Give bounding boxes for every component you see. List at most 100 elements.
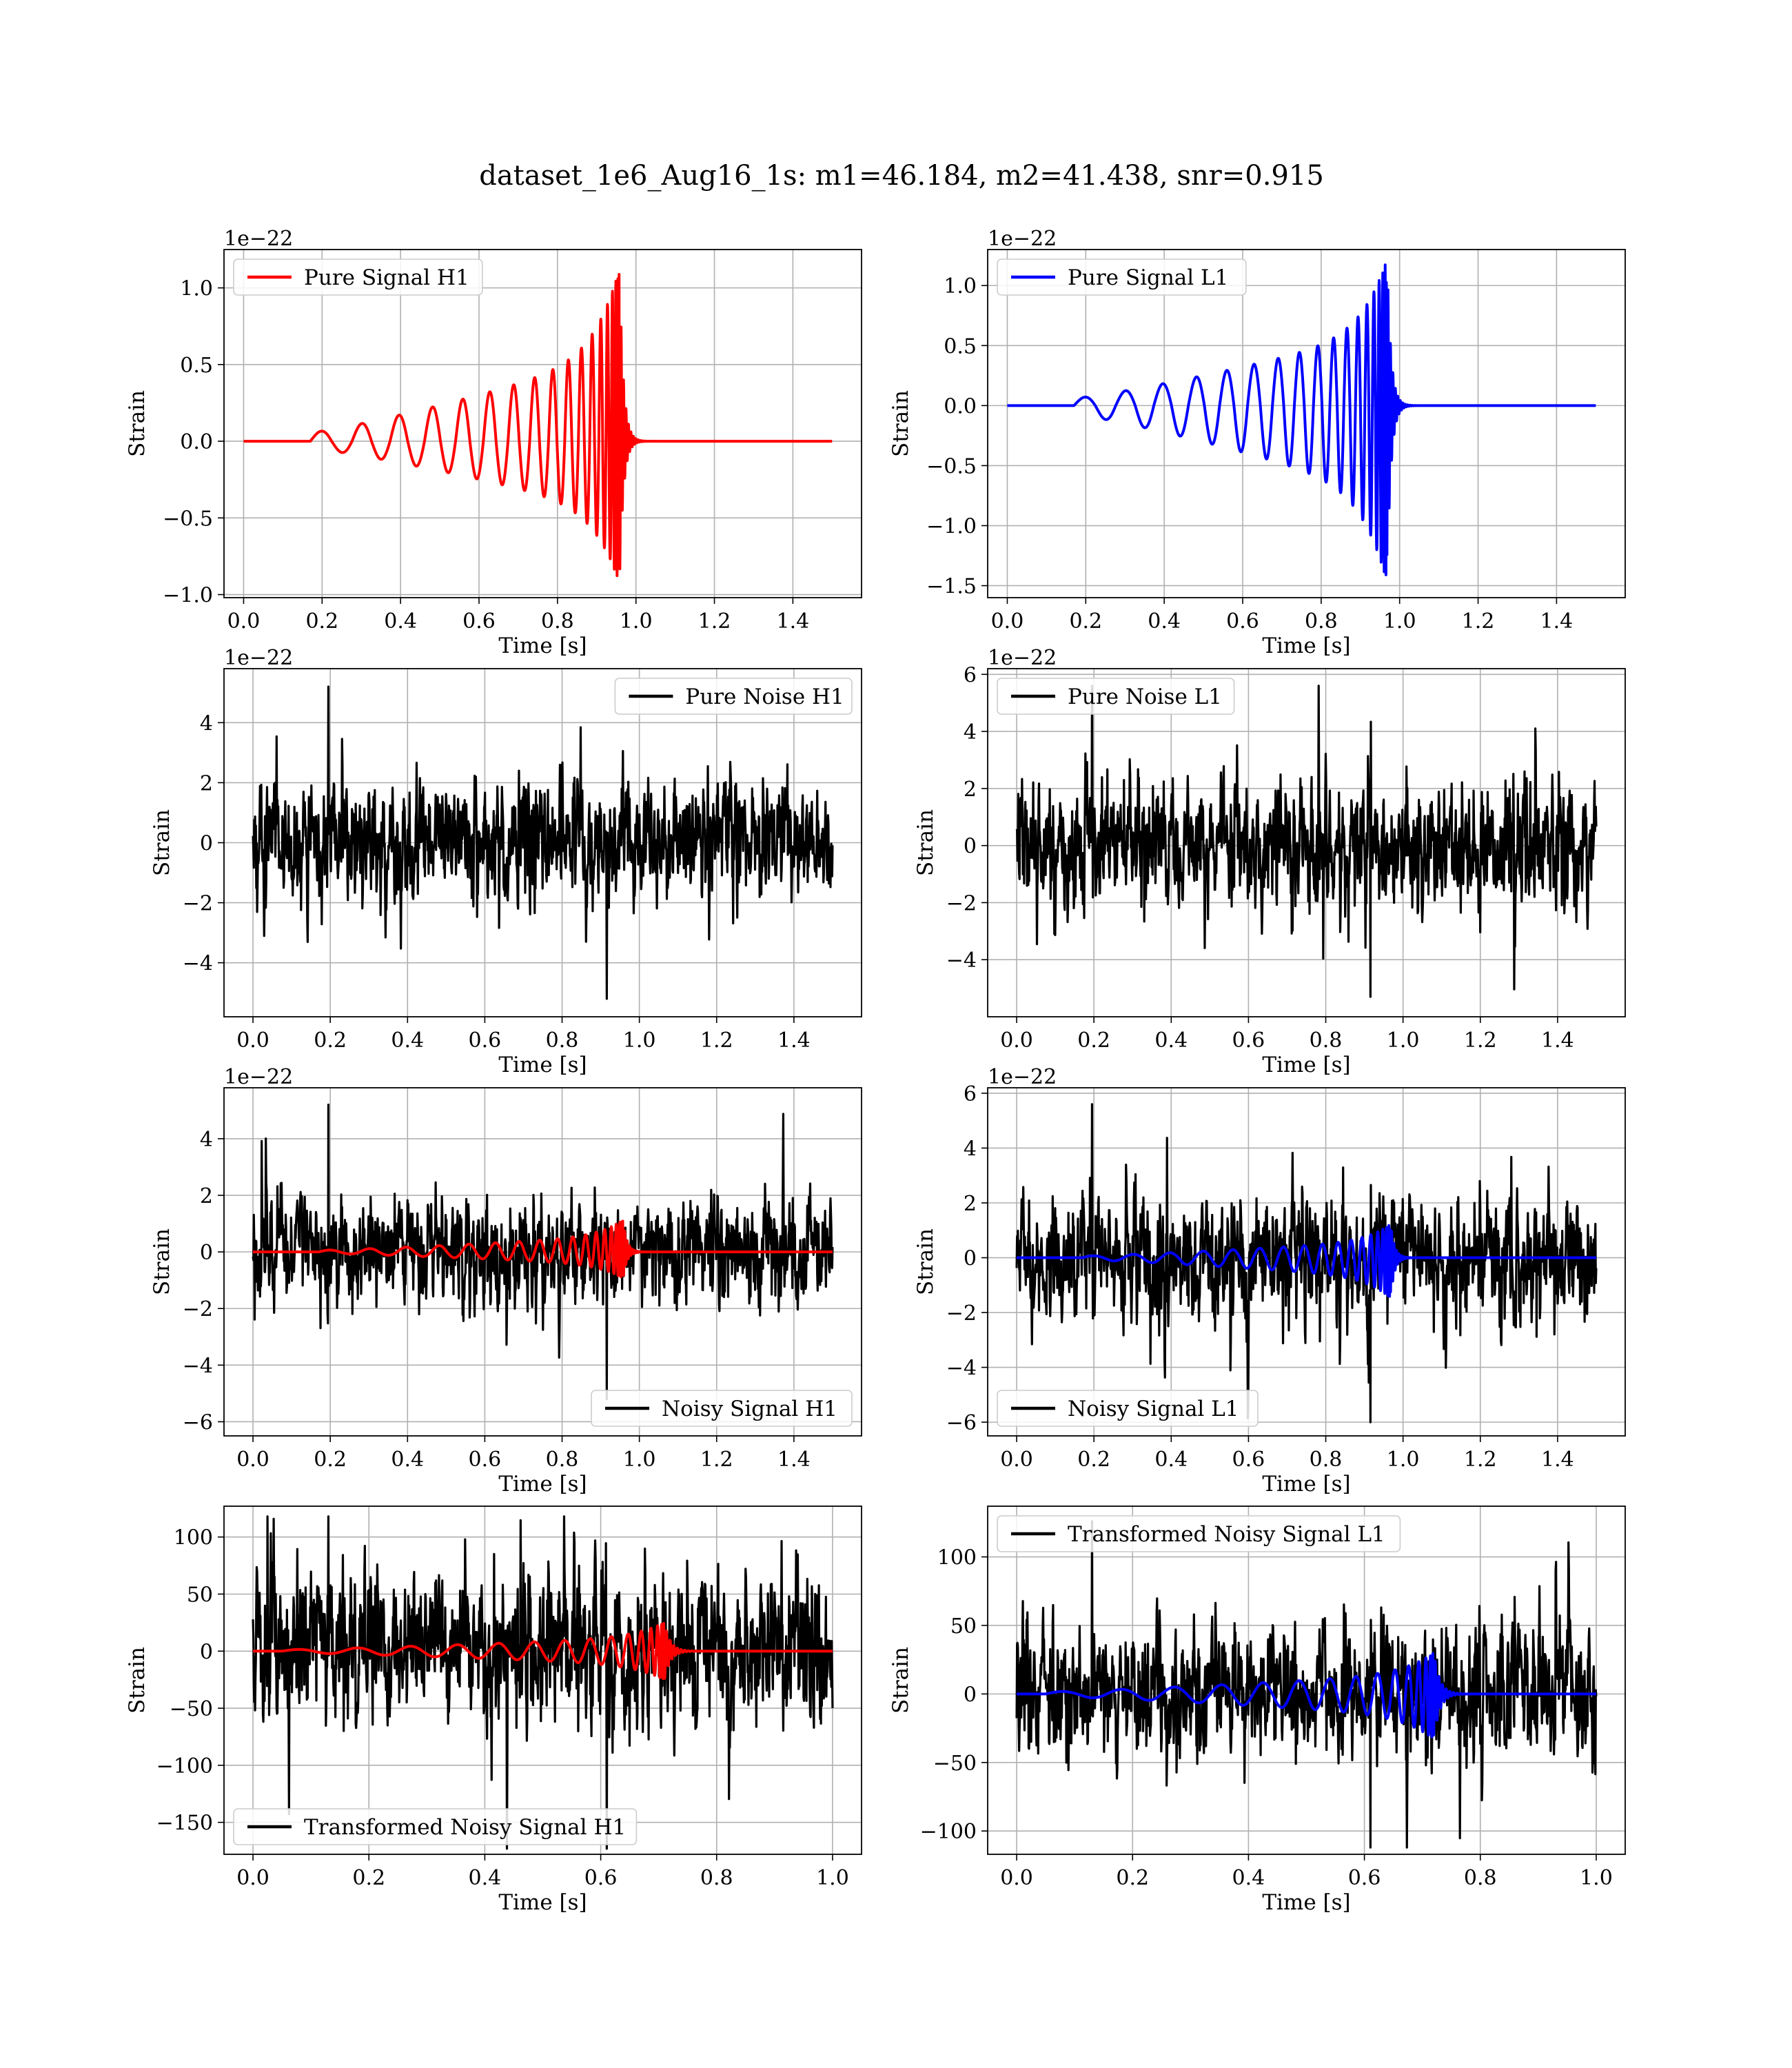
y-tick-label: 1.0 — [944, 274, 977, 298]
y-tick-label: −50 — [933, 1752, 977, 1776]
legend-label: Pure Noise L1 — [1068, 685, 1222, 709]
axes-frame — [987, 1506, 1626, 1855]
x-tick-label: 0.6 — [584, 1866, 618, 1890]
x-tick-label: 0.2 — [305, 609, 338, 633]
subplot-pure-signal-l1: 0.0 0.2 0.4 0.6 0.8 1.0 1.2 1.4 −1.5 −1.0 −0.5 0.0 0… — [888, 227, 1626, 658]
gridlines — [224, 1088, 862, 1436]
x-tick-label: 0.4 — [1148, 609, 1181, 633]
axis-offset-label: 1e−22 — [224, 1065, 293, 1089]
y-tick-label: 4 — [964, 720, 977, 744]
x-tick-label: 0.6 — [1232, 1028, 1265, 1053]
x-tick-label: 0.8 — [700, 1866, 733, 1890]
subplot-pure-noise-h1: 0.0 0.2 0.4 0.6 0.8 1.0 1.2 1.4 −4 −2 0 2 4 Time [s] S… — [150, 646, 862, 1077]
x-tick-label: 0.8 — [1310, 1448, 1343, 1472]
x-tick-label: 1.4 — [1540, 609, 1574, 633]
y-tick-label: −50 — [170, 1697, 213, 1721]
x-tick-label: 1.0 — [623, 1448, 656, 1472]
series-line-chirp-overlay — [253, 1219, 834, 1279]
y-tick-label: 4 — [200, 711, 213, 736]
subplot-noisy-signal-l1: 0.0 0.2 0.4 0.6 0.8 1.0 1.2 1.4 −6 −4 −2 0 2 4 6 Time [… — [913, 1065, 1626, 1497]
legend-box — [233, 258, 483, 296]
series-line-chirp-overlay — [253, 1622, 834, 1680]
x-tick-label: 1.0 — [816, 1866, 849, 1890]
series-group — [1015, 685, 1598, 998]
axis-offset-label: 1e−22 — [988, 227, 1057, 251]
y-tick-label: 0 — [200, 832, 213, 856]
x-tick-label: 0.2 — [314, 1028, 347, 1053]
y-axis-label: Strain — [913, 809, 938, 876]
x-tick-label: 1.4 — [1541, 1028, 1574, 1053]
x-tick-label: 1.0 — [1387, 1028, 1420, 1053]
y-tick-label: 0.5 — [944, 334, 977, 358]
axis-offset-label: 1e−22 — [224, 646, 293, 670]
y-tick-label: −4 — [946, 1357, 977, 1381]
axes-frame — [987, 1087, 1626, 1437]
y-tick-label: 4 — [964, 1137, 977, 1161]
legend-label: Transformed Noisy Signal H1 — [304, 1815, 626, 1840]
subplot-transformed-noisy-signal-h1: 0.0 0.2 0.4 0.6 0.8 1.0 −150 −100 −50 0 50 100 Time … — [125, 1506, 862, 1915]
y-tick-label: 2 — [200, 771, 213, 795]
x-tick-label: 1.2 — [700, 1028, 733, 1053]
x-tick-label: 0.0 — [991, 609, 1024, 633]
series-line-pure-signal-h1 — [243, 272, 834, 578]
y-tick-label: −1.5 — [926, 575, 977, 599]
plot-area — [224, 250, 862, 598]
x-tick-label: 0.0 — [236, 1866, 269, 1890]
y-tick-label: 0.0 — [944, 394, 977, 418]
y-tick-label: −6 — [946, 1411, 977, 1435]
x-tick-label: 1.2 — [1462, 609, 1495, 633]
x-tick-label: 0.8 — [541, 609, 574, 633]
series-line-noisy-signal-l1 — [1015, 1103, 1598, 1423]
legend-box — [997, 258, 1247, 296]
x-axis-label: Time [s] — [498, 633, 587, 658]
x-tick-label: 0.6 — [1226, 609, 1259, 633]
y-tick-label: −150 — [156, 1812, 213, 1836]
x-tick-label: 0.0 — [236, 1028, 269, 1053]
x-tick-label: 1.2 — [1464, 1448, 1497, 1472]
y-tick-label: 0 — [964, 1683, 977, 1707]
x-tick-label: 0.2 — [1069, 609, 1102, 633]
y-tick-label: 0 — [200, 1640, 213, 1664]
y-tick-label: 50 — [950, 1614, 977, 1639]
legend-box — [997, 1515, 1401, 1552]
legend: Pure Signal L1 — [997, 258, 1247, 296]
x-tick-label: 0.0 — [227, 609, 261, 633]
axis-offset-label: 1e−22 — [988, 646, 1057, 670]
x-tick-label: 0.8 — [1464, 1866, 1497, 1890]
y-tick-label: 6 — [964, 1082, 977, 1106]
x-axis-label: Time [s] — [1262, 1890, 1350, 1915]
legend-label: Pure Signal L1 — [1068, 265, 1228, 290]
legend: Pure Noise H1 — [614, 678, 853, 715]
legend-label: Noisy Signal L1 — [1068, 1397, 1239, 1421]
series-group — [243, 272, 834, 578]
x-tick-label: 0.4 — [1154, 1028, 1188, 1053]
x-tick-label: 0.2 — [352, 1866, 385, 1890]
y-tick-label: 50 — [187, 1583, 213, 1607]
series-group — [252, 1515, 834, 1850]
legend-box — [614, 678, 853, 715]
legend: Pure Noise L1 — [997, 678, 1235, 715]
x-tick-label: 1.4 — [777, 1448, 811, 1472]
legend: Transformed Noisy Signal L1 — [997, 1515, 1401, 1552]
x-tick-label: 1.2 — [700, 1448, 733, 1472]
legend: Noisy Signal L1 — [997, 1390, 1259, 1427]
y-tick-label: −2 — [946, 891, 977, 915]
x-tick-label: 0.8 — [1305, 609, 1338, 633]
series-line-noisy-signal-h1 — [252, 1104, 834, 1401]
x-tick-label: 1.4 — [1541, 1448, 1574, 1472]
x-axis-label: Time [s] — [1262, 633, 1350, 658]
legend: Pure Signal H1 — [233, 258, 483, 296]
y-tick-label: 0.0 — [180, 430, 213, 454]
x-tick-label: 1.2 — [698, 609, 731, 633]
series-line-transformed-noisy-signal-l1 — [1015, 1520, 1598, 1849]
x-tick-label: 0.0 — [1000, 1028, 1033, 1053]
series-group — [252, 685, 834, 1000]
y-tick-label: 0 — [200, 1241, 213, 1265]
y-axis-label: Strain — [913, 1228, 938, 1295]
y-tick-label: −0.5 — [163, 507, 213, 531]
y-tick-label: −4 — [183, 1354, 213, 1378]
x-axis-label: Time [s] — [498, 1890, 587, 1915]
y-axis-label: Strain — [125, 390, 150, 457]
series-line-chirp-overlay — [1017, 1652, 1598, 1738]
x-tick-label: 0.4 — [1154, 1448, 1188, 1472]
